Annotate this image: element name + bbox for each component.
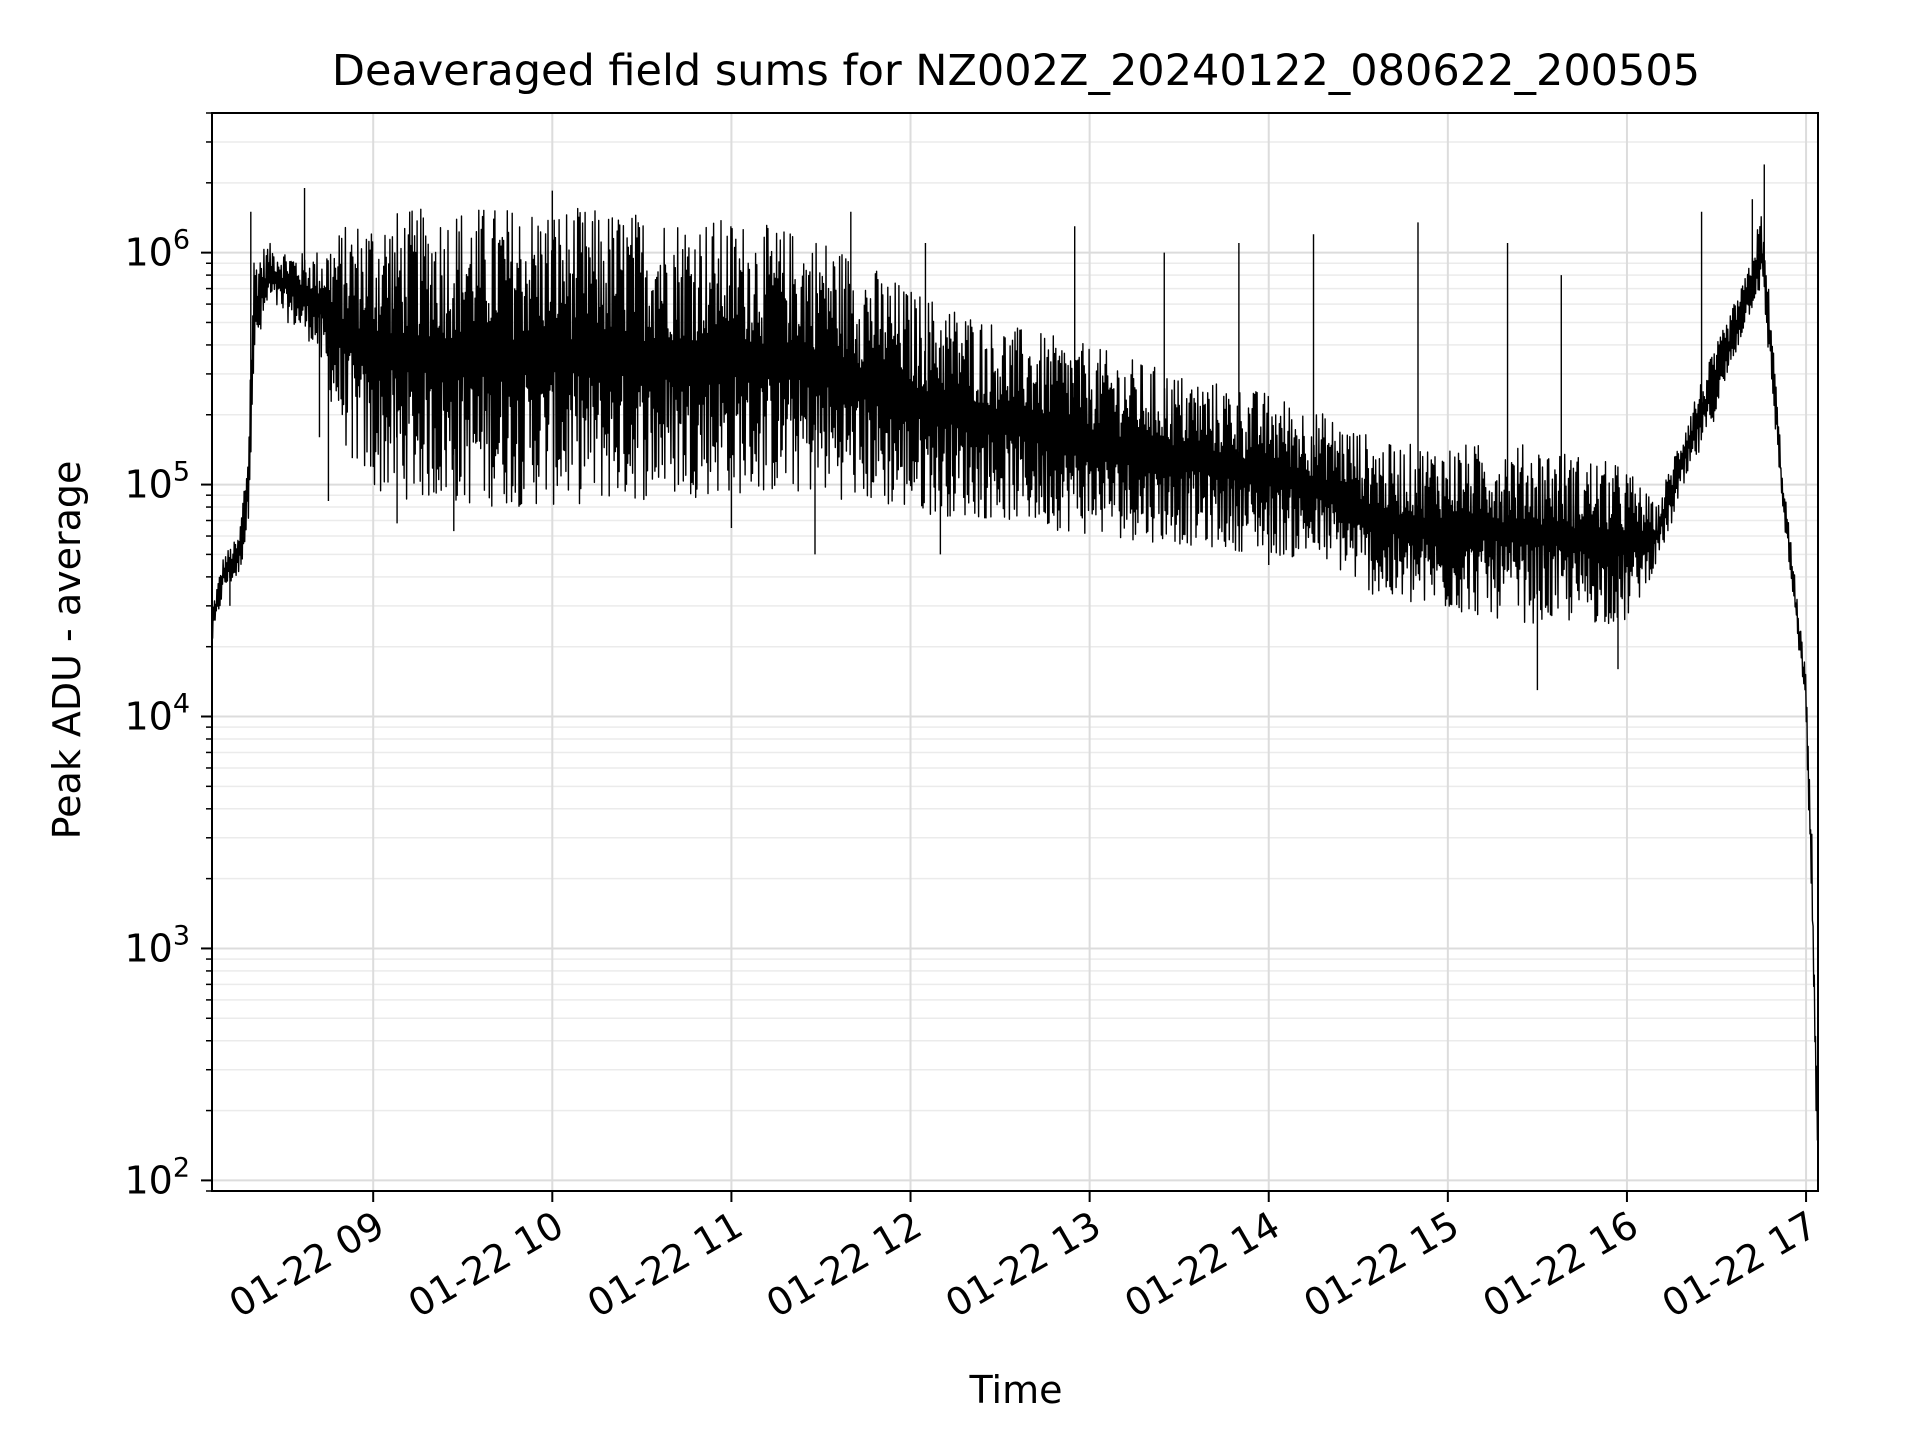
y-axis-label: Peak ADU - average	[45, 461, 89, 840]
grid-lines	[212, 112, 1818, 1192]
y-tick-exponent: 6	[173, 225, 190, 256]
plot-frame	[211, 112, 1819, 1192]
y-tick-label: 106	[124, 225, 190, 275]
chart-title: Deaveraged field sums for NZ002Z_2024012…	[332, 46, 1700, 96]
y-tick-base: 10	[124, 695, 172, 739]
y-tick-exponent: 2	[173, 1152, 190, 1183]
series-layer	[211, 164, 1819, 1141]
series-line	[211, 207, 1819, 1141]
y-tick-exponent: 4	[173, 689, 190, 720]
y-tick-exponent: 5	[173, 457, 190, 488]
y-tick-base: 10	[124, 1158, 172, 1202]
x-axis-label: Time	[969, 1368, 1063, 1412]
y-tick-label: 103	[124, 920, 190, 970]
y-tick-label: 105	[124, 457, 190, 507]
y-tick-label: 102	[124, 1152, 190, 1202]
y-tick-exponent: 3	[173, 920, 190, 951]
y-tick-base: 10	[124, 231, 172, 275]
y-tick-base: 10	[124, 463, 172, 507]
y-tick-label: 104	[124, 689, 190, 739]
y-tick-base: 10	[124, 926, 172, 970]
